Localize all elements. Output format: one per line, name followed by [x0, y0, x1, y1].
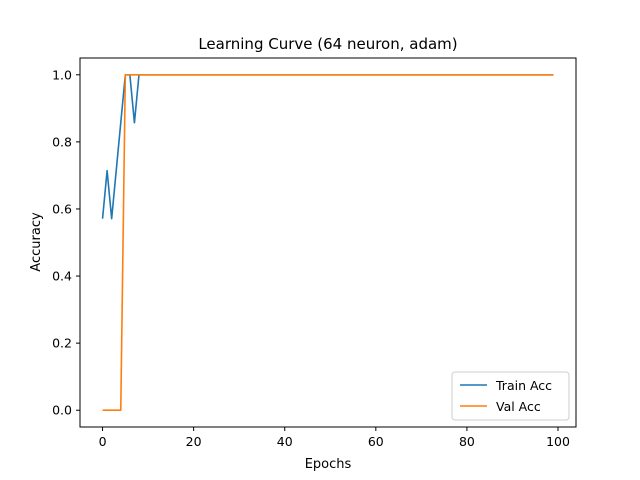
y-tick-label: 0.2 [52, 336, 72, 351]
y-tick-label: 1.0 [52, 67, 72, 82]
legend-box [451, 371, 570, 421]
series-line-train-acc [101, 73, 554, 220]
legend-label-val-acc: Val Acc [496, 399, 541, 414]
series-layer [101, 73, 554, 412]
legend-label-train-acc: Train Acc [495, 378, 552, 393]
x-tick-label: 20 [186, 434, 202, 449]
y-axis: 0.0 0.2 0.4 0.6 0.8 1.0 [52, 67, 80, 418]
x-tick-label: 0 [99, 434, 107, 449]
y-tick-label: 0.4 [52, 269, 72, 284]
y-tick-label: 0.0 [52, 403, 72, 418]
x-tick-label: 100 [546, 434, 570, 449]
x-axis-label: Epochs [305, 457, 352, 472]
x-tick-label: 40 [277, 434, 293, 449]
y-tick-label: 0.8 [52, 134, 72, 149]
x-tick-label: 80 [459, 434, 475, 449]
y-tick-label: 0.6 [52, 201, 72, 216]
legend: Train Acc Val Acc [451, 371, 570, 421]
x-tick-label: 60 [368, 434, 384, 449]
y-axis-label: Accuracy [29, 212, 44, 272]
chart-title: Learning Curve (64 neuron, adam) [198, 35, 457, 53]
x-axis: 0 20 40 60 80 100 [99, 427, 570, 449]
plot-area [79, 57, 577, 428]
series-line-val-acc [102, 73, 554, 412]
